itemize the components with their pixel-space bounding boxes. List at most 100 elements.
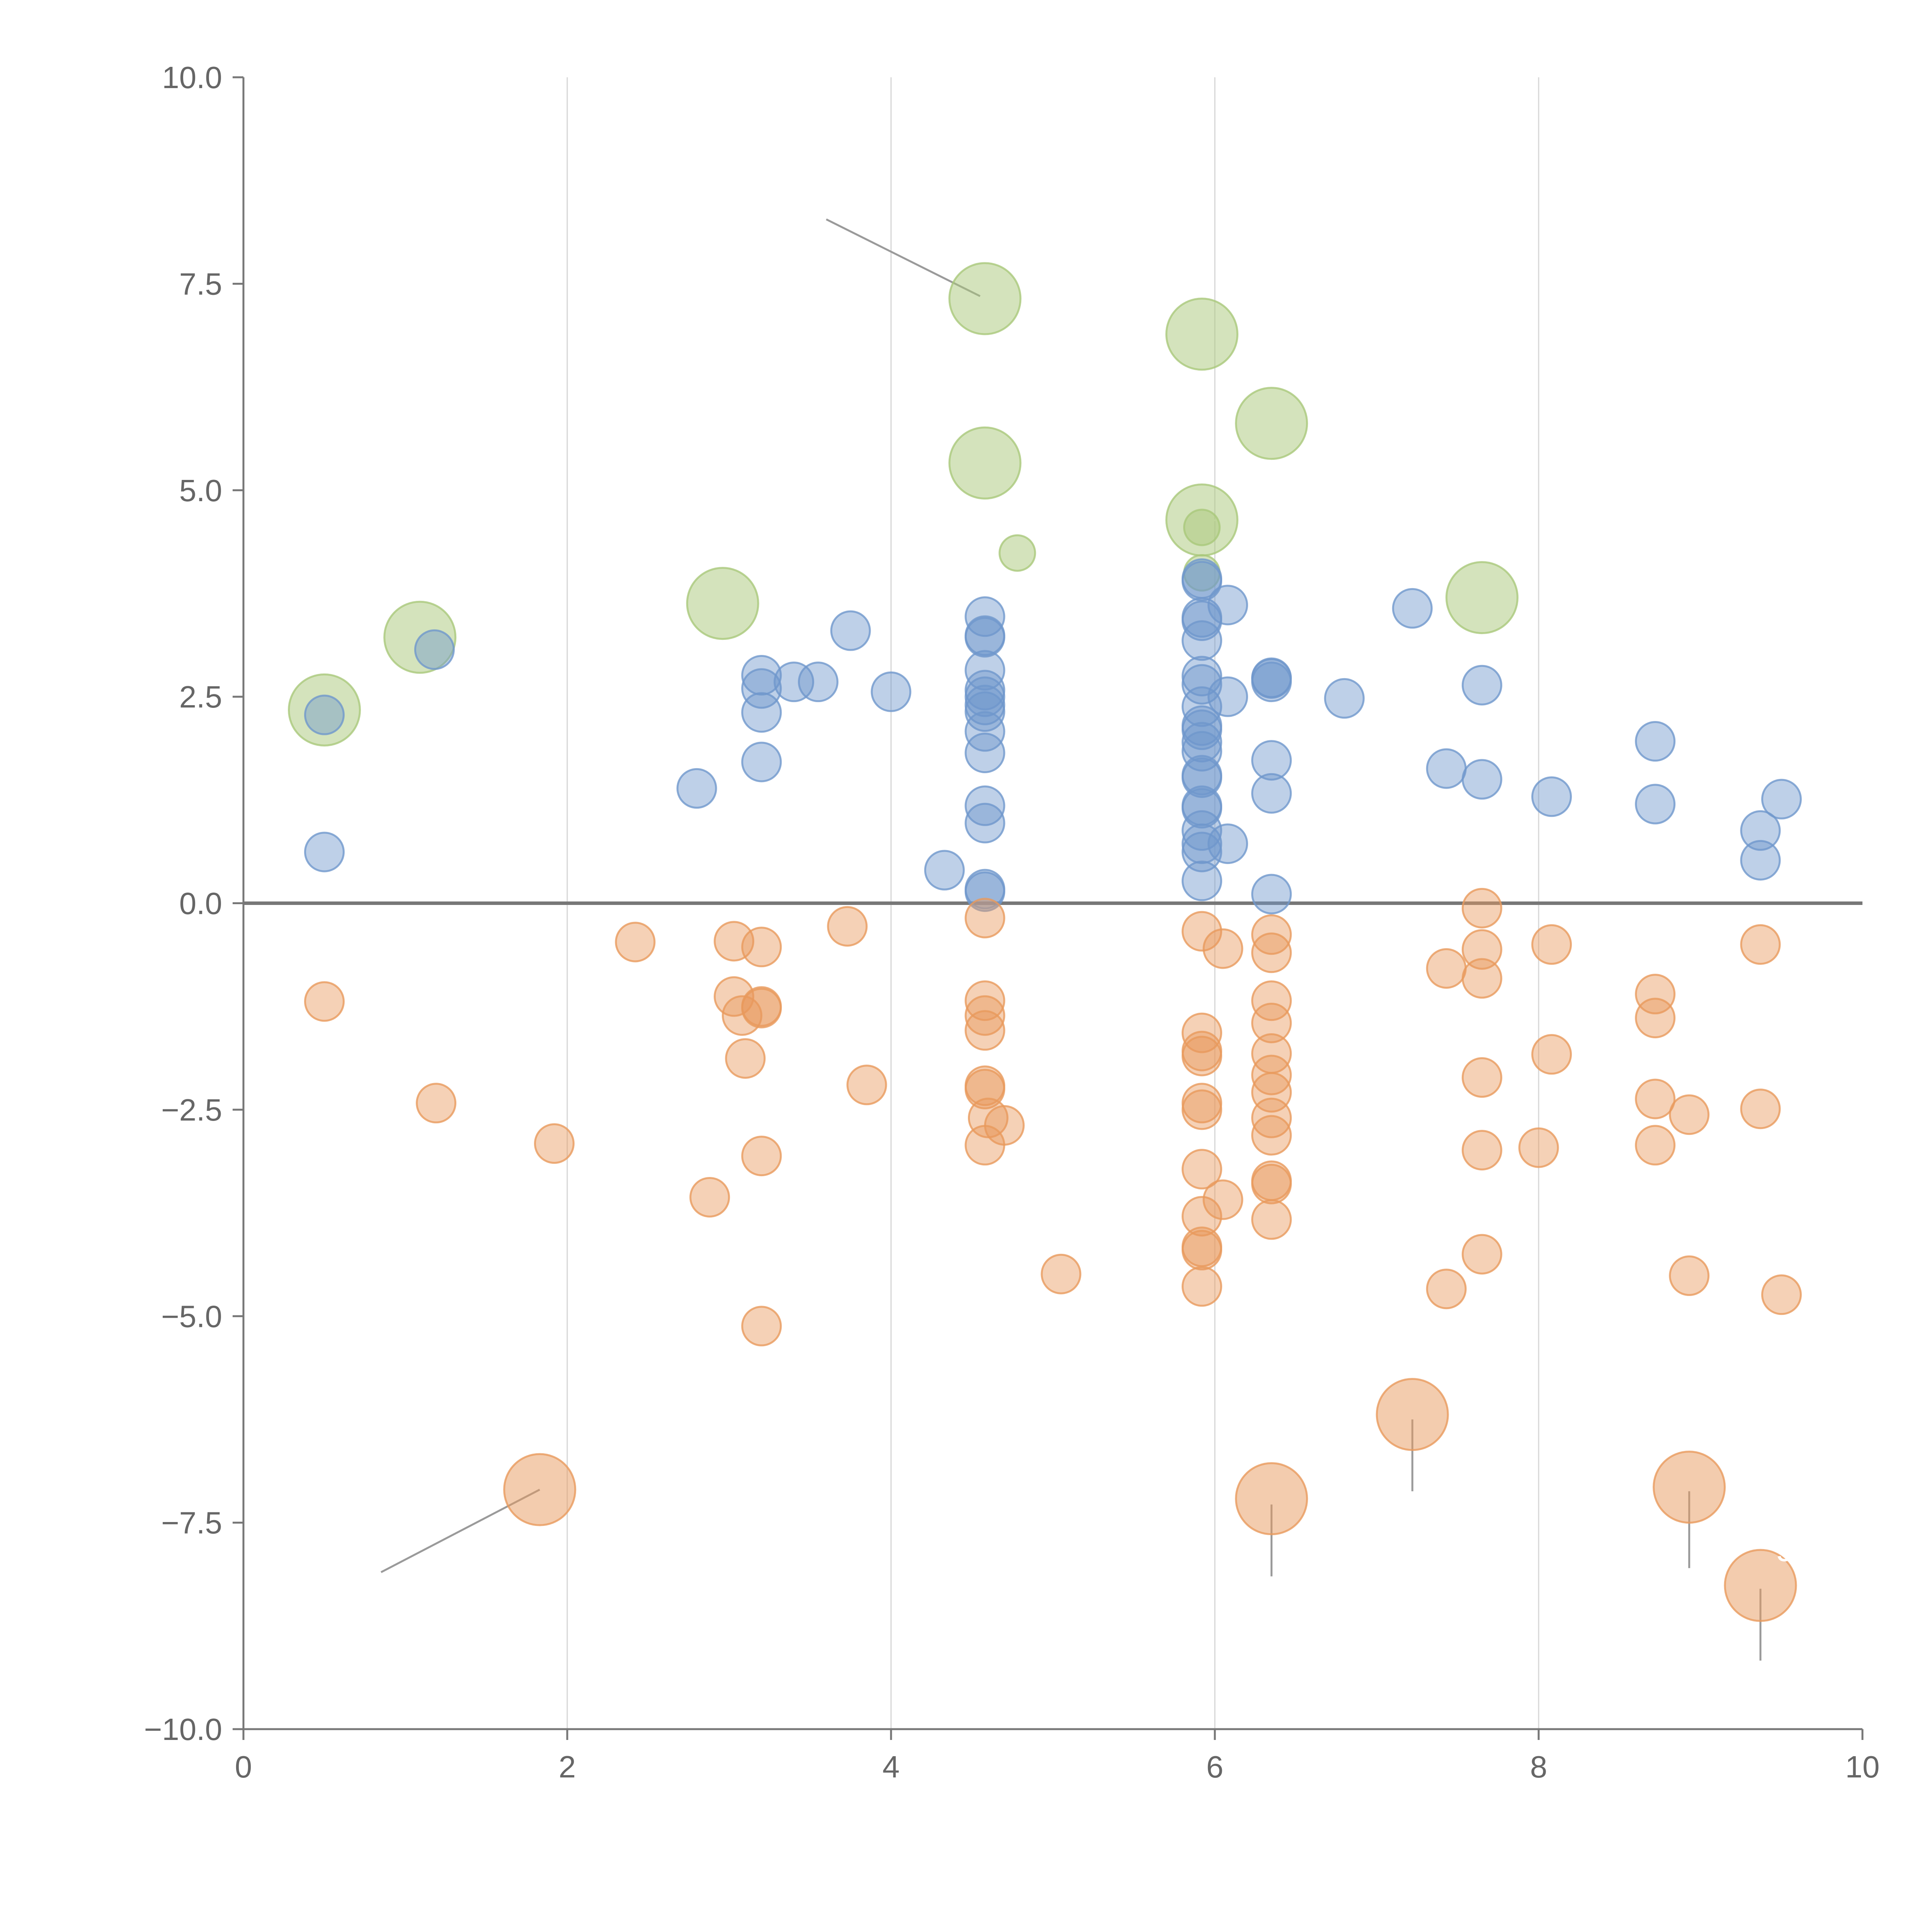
positive-point <box>1251 773 1292 814</box>
highlighted-positive-point <box>1183 509 1221 546</box>
highlighted-positive-point <box>1445 561 1519 634</box>
positive-point <box>1181 620 1222 661</box>
negative-point <box>964 995 1005 1036</box>
positive-point <box>1181 561 1222 602</box>
negative-point <box>1461 888 1502 929</box>
positive-point <box>1181 861 1222 901</box>
y-tick-label: −2.5 <box>161 1093 222 1127</box>
x-tick-label: 2 <box>559 1750 576 1784</box>
negative-point <box>741 1136 782 1177</box>
positive-point <box>1251 874 1292 915</box>
annotation-labels: 98 <box>1776 1530 1814 1569</box>
x-tick-label: 10 <box>1845 1750 1880 1784</box>
y-tick-label: −5.0 <box>161 1299 222 1333</box>
positive-point <box>1740 810 1781 851</box>
negative-point <box>416 1083 457 1124</box>
positive-point <box>924 850 965 891</box>
negative-point <box>1461 1234 1502 1275</box>
y-tick-label: 10.0 <box>162 60 222 95</box>
positive-point <box>1208 676 1248 717</box>
x-tick-label: 0 <box>235 1750 252 1784</box>
positive-point <box>1531 776 1572 817</box>
negative-point <box>1181 1149 1222 1190</box>
y-tick-label: 5.0 <box>179 473 222 508</box>
negative-point <box>615 922 656 963</box>
positive-point <box>1208 823 1248 864</box>
negative-point <box>964 1125 1005 1166</box>
negative-point <box>1251 980 1292 1021</box>
positive-point <box>1251 740 1292 781</box>
highlighted-negative-point <box>503 1453 577 1526</box>
positive-point <box>1461 759 1502 800</box>
positive-point <box>741 655 782 696</box>
positive-point <box>1251 662 1292 702</box>
positive-point <box>774 662 815 702</box>
positive-point <box>741 742 782 782</box>
negative-point <box>1251 1163 1292 1204</box>
negative-point <box>1251 914 1292 955</box>
highlighted-positive-point <box>998 534 1036 572</box>
y-tick-label: 2.5 <box>179 680 222 714</box>
positive-point <box>1761 779 1802 820</box>
negative-point <box>1761 1274 1802 1315</box>
positive-point <box>1426 748 1467 789</box>
negative-point <box>827 906 868 947</box>
negative-point <box>1251 1054 1292 1095</box>
negative-point <box>1181 1196 1222 1237</box>
negative-point <box>1740 1088 1781 1129</box>
positive-point <box>304 832 345 872</box>
annotation-label: 98 <box>1776 1530 1814 1569</box>
positive-point <box>871 671 912 712</box>
positive-point <box>964 617 1005 658</box>
highlighted-positive-point <box>948 262 1022 335</box>
negative-point <box>741 988 782 1029</box>
negative-point <box>1461 1130 1502 1171</box>
negative-point <box>1635 1125 1676 1166</box>
negative-point <box>1531 924 1572 965</box>
positive-point <box>676 768 717 809</box>
positive-point <box>304 694 345 735</box>
negative-point <box>1740 924 1781 965</box>
highlighted-negative-point <box>1235 1462 1308 1536</box>
negative-point <box>1426 948 1467 989</box>
positive-point <box>1181 722 1222 763</box>
negative-point <box>1181 1230 1222 1270</box>
positive-point <box>1181 788 1222 829</box>
negative-point <box>1461 929 1502 970</box>
positive-point <box>964 732 1005 773</box>
x-tick-label: 4 <box>883 1750 900 1784</box>
negative-point <box>741 1306 782 1347</box>
positive-point <box>414 629 455 670</box>
negative-point <box>1251 932 1292 973</box>
negative-point <box>1426 1269 1467 1310</box>
positive-point <box>1635 721 1676 762</box>
positive-point <box>964 785 1005 826</box>
positive-point <box>1208 585 1248 626</box>
x-tick-label: 6 <box>1206 1750 1224 1784</box>
negative-point <box>725 1038 766 1079</box>
negative-point <box>964 980 1005 1021</box>
negative-point <box>1181 1089 1222 1130</box>
negative-point <box>1041 1253 1082 1294</box>
y-tick-label: 0.0 <box>179 886 222 921</box>
highlighted-positive-point <box>686 567 759 640</box>
negative-point <box>714 921 755 962</box>
negative-point <box>1251 1199 1292 1240</box>
negative-point <box>1181 1036 1222 1077</box>
positive-point <box>964 676 1005 717</box>
data-points <box>288 262 1802 1622</box>
highlighted-positive-point <box>1235 387 1308 460</box>
positive-point <box>1461 665 1502 706</box>
y-tick-label: 7.5 <box>179 267 222 301</box>
positive-point <box>1740 840 1781 881</box>
negative-point <box>964 898 1005 939</box>
negative-point <box>1531 1034 1572 1075</box>
x-tick-label: 8 <box>1530 1750 1548 1784</box>
highlighted-positive-point <box>1165 298 1238 371</box>
negative-point <box>534 1123 575 1164</box>
negative-point <box>1181 1012 1222 1053</box>
positive-point <box>964 711 1005 752</box>
highlighted-negative-point <box>1376 1378 1449 1451</box>
